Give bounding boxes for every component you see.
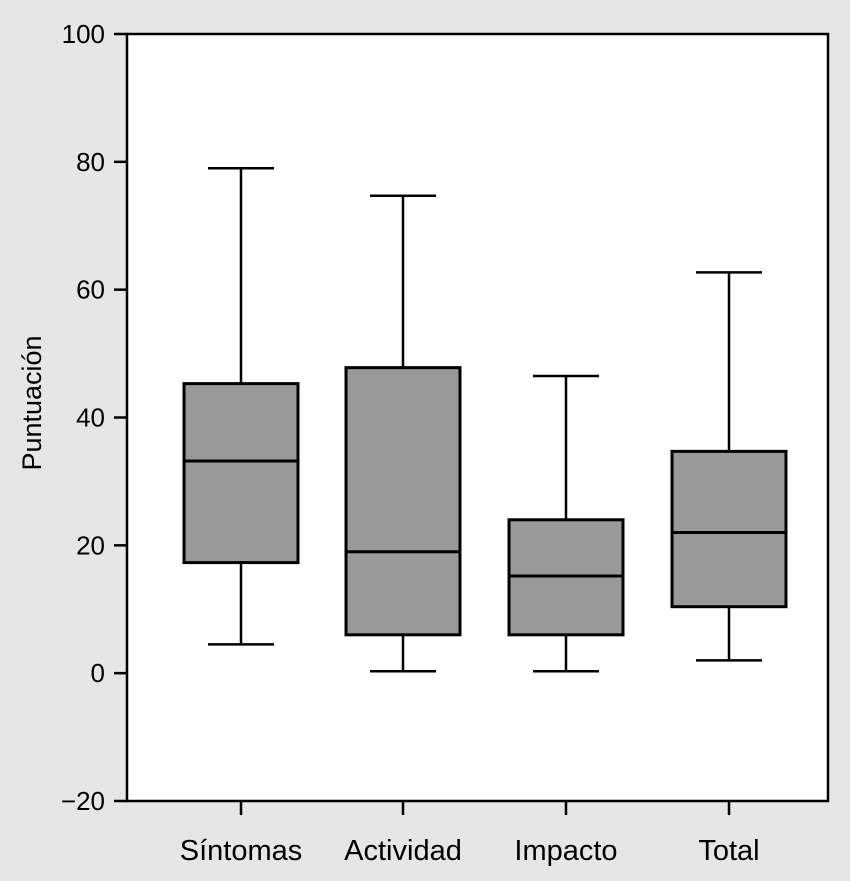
x-category-label: Actividad	[344, 835, 462, 867]
box-series-3	[507, 374, 625, 673]
box-series-2	[344, 194, 462, 673]
y-tick-label: 60	[76, 275, 105, 305]
y-tick-label: 20	[76, 530, 105, 560]
y-tick-label: 0	[91, 658, 105, 688]
y-axis: 100 80 60 40 20 0 −20	[61, 19, 127, 816]
x-category-label: Total	[698, 835, 759, 867]
boxes-group	[182, 166, 788, 673]
y-tick-label: 40	[76, 403, 105, 433]
box-series-4	[670, 271, 788, 662]
box-series-1	[182, 166, 300, 646]
iqr-box	[344, 366, 462, 637]
x-axis: Síntomas Actividad Impacto Total	[180, 801, 760, 867]
y-tick-label: 100	[62, 19, 105, 49]
y-axis-title: Puntuación	[17, 335, 47, 470]
y-tick-label: −20	[61, 786, 105, 816]
iqr-box	[182, 382, 300, 565]
y-tick-label: 80	[76, 147, 105, 177]
iqr-box	[670, 449, 788, 609]
x-category-label: Síntomas	[180, 835, 303, 867]
x-category-label: Impacto	[514, 835, 617, 867]
